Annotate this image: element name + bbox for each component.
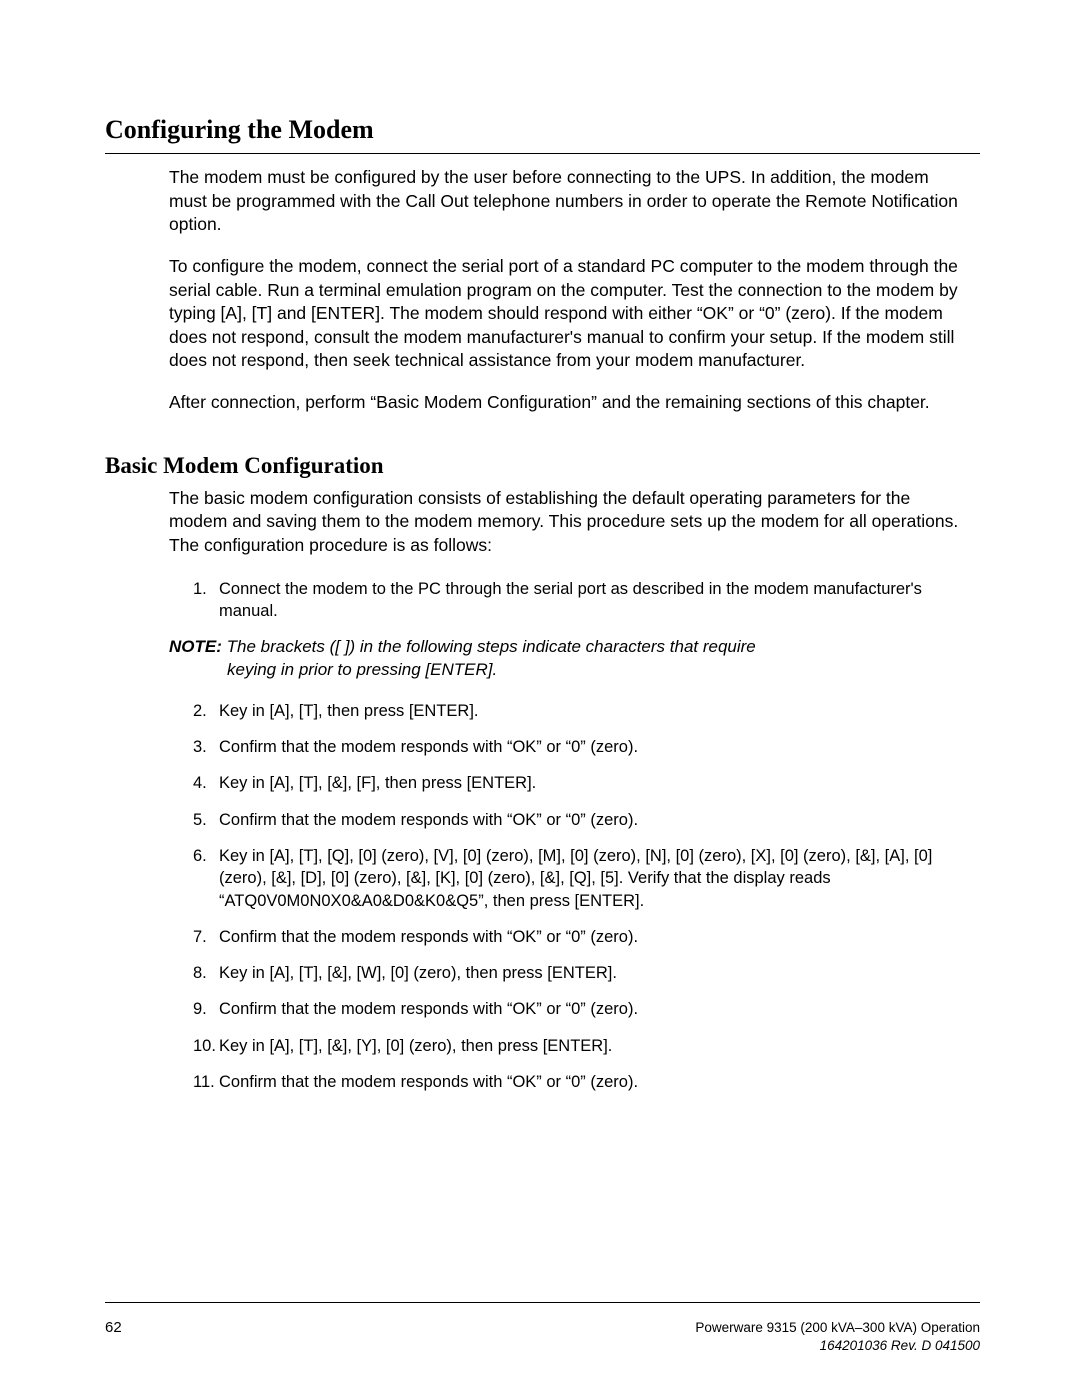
step-text: Key in [A], [T], [&], [W], [0] (zero), t… xyxy=(219,964,617,982)
steps-list: 1. Connect the modem to the PC through th… xyxy=(193,578,970,623)
step-text: Connect the modem to the PC through the … xyxy=(219,580,922,620)
step-number: 5. xyxy=(193,809,207,831)
step-number: 7. xyxy=(193,926,207,948)
footer-right: Powerware 9315 (200 kVA–300 kVA) Operati… xyxy=(695,1319,980,1355)
step-1: 1. Connect the modem to the PC through th… xyxy=(193,578,970,623)
step-number: 4. xyxy=(193,772,207,794)
step-11: 11.Confirm that the modem responds with … xyxy=(193,1071,970,1093)
step-8: 8. Key in [A], [T], [&], [W], [0] (zero),… xyxy=(193,962,970,984)
footer-product: Powerware 9315 (200 kVA–300 kVA) Operati… xyxy=(695,1319,980,1337)
page-number: 62 xyxy=(105,1319,122,1336)
step-9: 9. Confirm that the modem responds with “… xyxy=(193,998,970,1020)
note-text-line2: keying in prior to pressing [ENTER]. xyxy=(227,659,970,682)
footer-revision: 164201036 Rev. D 041500 xyxy=(695,1337,980,1355)
note-block: NOTE: The brackets ([ ]) in the followin… xyxy=(169,636,970,682)
intro-paragraph-3: After connection, perform “Basic Modem C… xyxy=(169,391,970,415)
note-text-line1: The brackets ([ ]) in the following step… xyxy=(227,637,756,656)
step-text: Key in [A], [T], [Q], [0] (zero), [V], [… xyxy=(219,847,932,910)
step-6: 6. Key in [A], [T], [Q], [0] (zero), [V],… xyxy=(193,845,970,912)
step-text: Key in [A], [T], then press [ENTER]. xyxy=(219,702,479,720)
step-number: 9. xyxy=(193,998,207,1020)
step-number: 10. xyxy=(193,1035,216,1057)
step-2: 2. Key in [A], [T], then press [ENTER]. xyxy=(193,700,970,722)
intro-paragraph-2: To configure the modem, connect the seri… xyxy=(169,255,970,373)
footer: 62 Powerware 9315 (200 kVA–300 kVA) Oper… xyxy=(105,1319,980,1355)
step-number: 2. xyxy=(193,700,207,722)
step-text: Confirm that the modem responds with “OK… xyxy=(219,811,638,829)
step-text: Confirm that the modem responds with “OK… xyxy=(219,1073,638,1091)
step-text: Confirm that the modem responds with “OK… xyxy=(219,928,638,946)
step-number: 11. xyxy=(193,1071,215,1093)
step-4: 4. Key in [A], [T], [&], [F], then press … xyxy=(193,772,970,794)
step-text: Key in [A], [T], [&], [Y], [0] (zero), t… xyxy=(219,1037,612,1055)
step-7: 7. Confirm that the modem responds with “… xyxy=(193,926,970,948)
step-number: 8. xyxy=(193,962,207,984)
step-text: Confirm that the modem responds with “OK… xyxy=(219,738,638,756)
step-number: 1. xyxy=(193,578,207,600)
step-number: 6. xyxy=(193,845,207,867)
section-body: The basic modem configuration consists o… xyxy=(169,487,970,1093)
section-lead: The basic modem configuration consists o… xyxy=(169,487,970,558)
page: Configuring the Modem The modem must be … xyxy=(0,0,1080,1397)
section-heading: Basic Modem Configuration xyxy=(105,453,980,479)
step-text: Confirm that the modem responds with “OK… xyxy=(219,1000,638,1018)
footer-rule xyxy=(105,1302,980,1303)
step-number: 3. xyxy=(193,736,207,758)
steps-list-cont: 2. Key in [A], [T], then press [ENTER]. 3… xyxy=(193,700,970,1093)
intro-block: The modem must be configured by the user… xyxy=(169,166,970,415)
step-5: 5. Confirm that the modem responds with “… xyxy=(193,809,970,831)
step-10: 10.Key in [A], [T], [&], [Y], [0] (zero)… xyxy=(193,1035,970,1057)
intro-paragraph-1: The modem must be configured by the user… xyxy=(169,166,970,237)
step-3: 3. Confirm that the modem responds with “… xyxy=(193,736,970,758)
step-text: Key in [A], [T], [&], [F], then press [E… xyxy=(219,774,536,792)
title-rule xyxy=(105,153,980,154)
page-title: Configuring the Modem xyxy=(105,115,980,145)
note-label: NOTE: xyxy=(169,637,222,656)
